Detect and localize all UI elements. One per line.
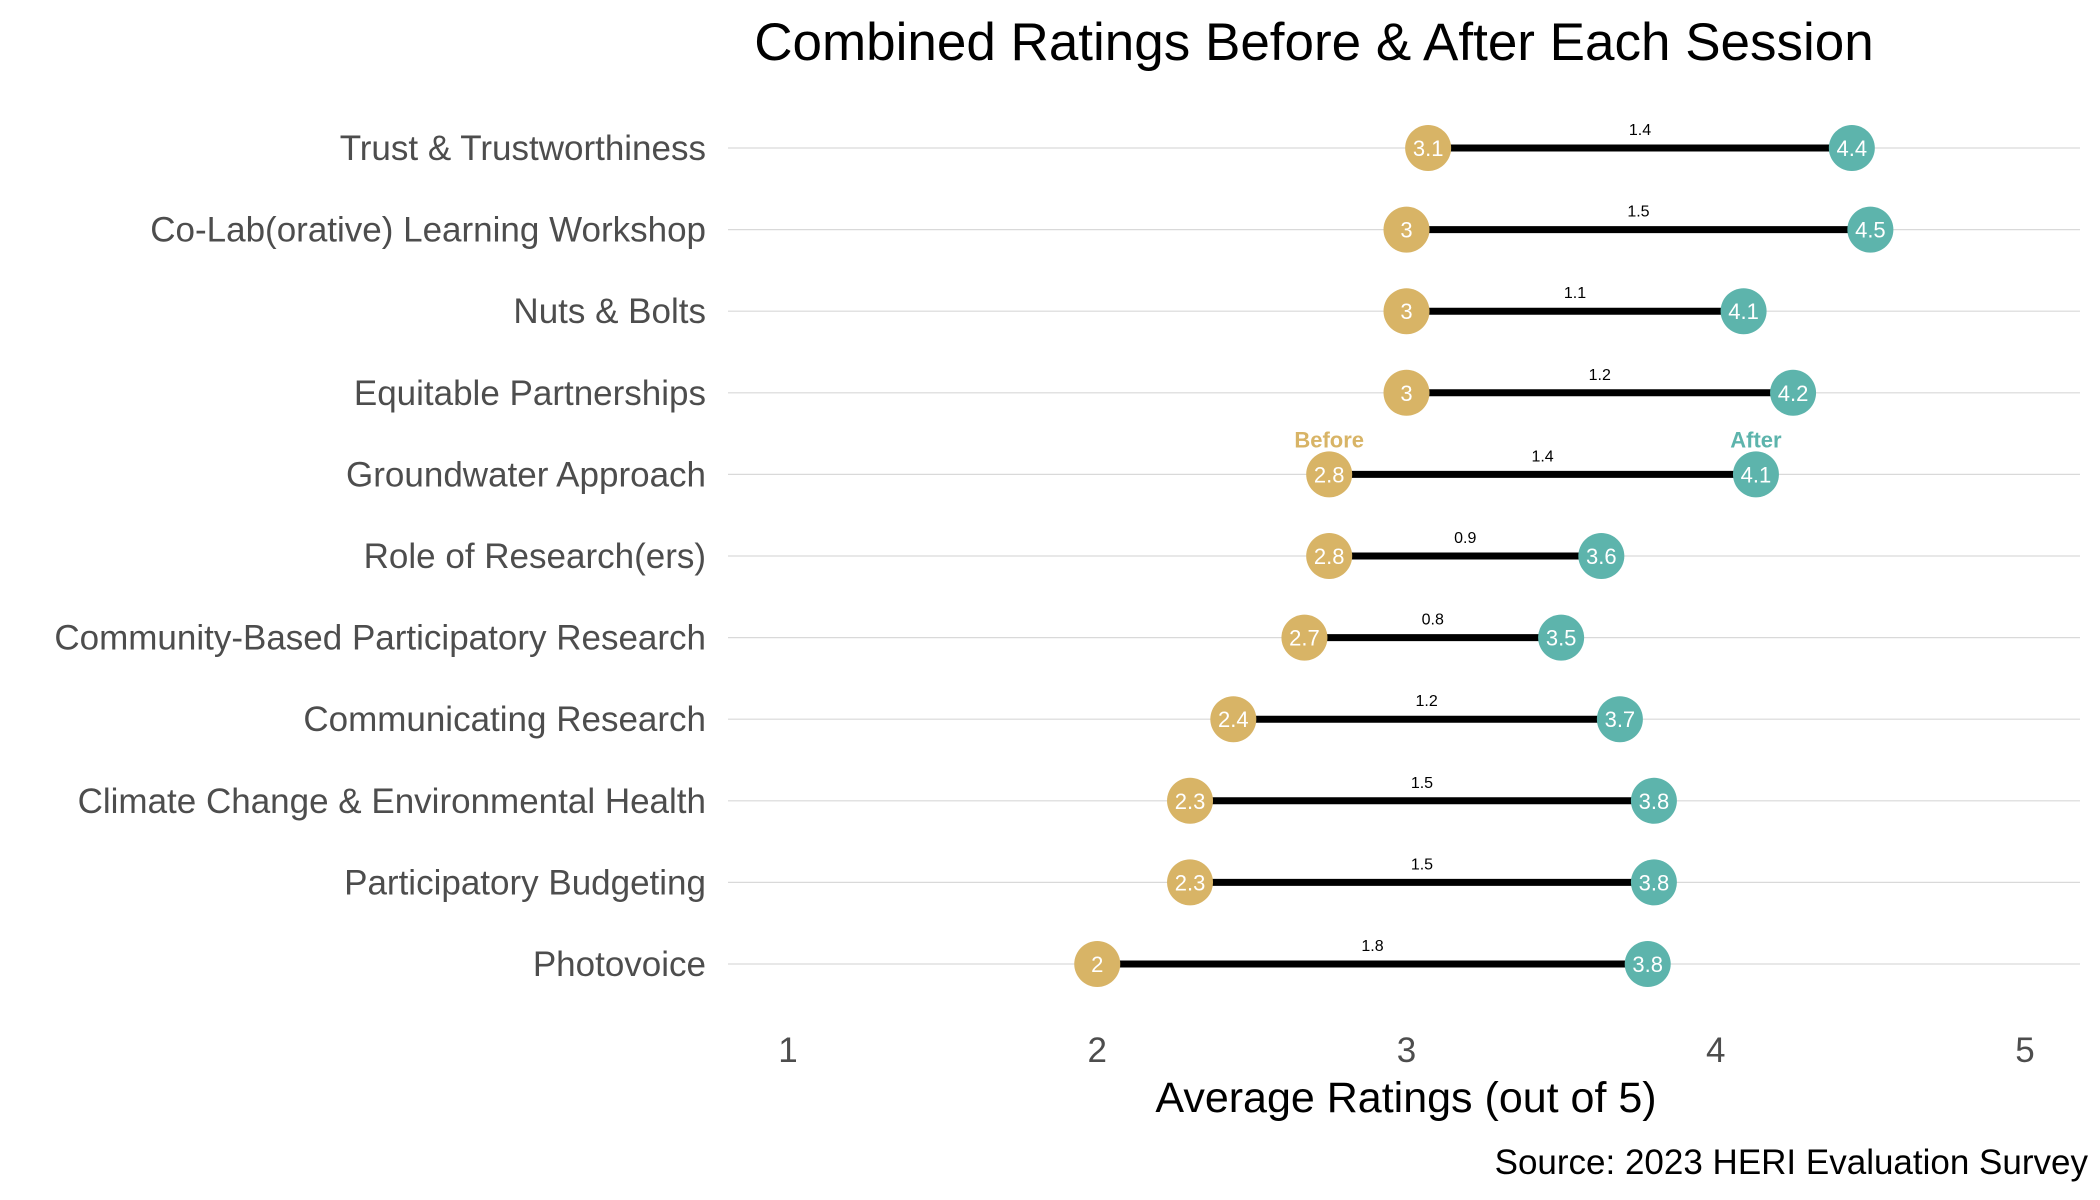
x-axis-ticks: 1 2 3 4 5: [778, 1031, 2034, 1070]
category-label: Climate Change & Environmental Health: [78, 782, 706, 821]
after-value-label: 4.4: [1837, 136, 1868, 161]
before-value-label: 3: [1400, 299, 1412, 324]
x-axis-label: Average Ratings (out of 5): [1155, 1074, 1656, 1122]
before-point: [1306, 533, 1353, 579]
before-value-label: 3: [1400, 218, 1412, 243]
before-value-label: 3: [1400, 381, 1412, 406]
difference-label: 1.2: [1589, 367, 1611, 384]
after-value-label: 3.8: [1639, 870, 1670, 895]
difference-label: 0.9: [1454, 530, 1476, 547]
category-label: Communicating Research: [303, 700, 706, 739]
legend: Before After: [1294, 427, 1782, 452]
before-point: [1074, 941, 1121, 987]
difference-label: 0.8: [1422, 612, 1444, 629]
before-value-label: 2.3: [1175, 870, 1206, 895]
after-point: [1578, 533, 1625, 579]
x-tick-label: 5: [2015, 1031, 2034, 1070]
difference-label: 1.1: [1564, 285, 1586, 302]
after-point: [1720, 288, 1767, 335]
before-point: [1167, 777, 1214, 824]
before-value-label: 2.8: [1314, 544, 1345, 569]
category-label: Equitable Partnerships: [354, 374, 706, 413]
before-point: [1167, 859, 1214, 906]
category-label: Co-Lab(orative) Learning Workshop: [150, 211, 706, 250]
before-point: [1210, 696, 1257, 743]
after-point: [1770, 369, 1817, 416]
x-tick-label: 3: [1397, 1031, 1416, 1070]
before-point: [1281, 614, 1328, 661]
difference-label: 1.2: [1415, 693, 1437, 710]
category-label: Community-Based Participatory Research: [54, 619, 706, 658]
difference-labels: 1.4 1.5 1.1 1.2 1.4 0.9 0.8 1.2 1.5 1.5 1.8: [1361, 122, 1651, 955]
before-value-label: 2: [1091, 952, 1103, 977]
after-value-label: 3.8: [1632, 952, 1663, 977]
after-point: [1630, 859, 1677, 906]
after-point: [1732, 451, 1779, 498]
x-tick-label: 1: [778, 1031, 797, 1070]
legend-before-label: Before: [1294, 427, 1364, 452]
category-label: Role of Research(ers): [364, 537, 706, 576]
before-value-label: 3.1: [1413, 136, 1444, 161]
segments: [1097, 144, 1871, 968]
category-label: Trust & Trustworthiness: [340, 129, 706, 168]
difference-label: 1.5: [1411, 856, 1433, 873]
before-point: [1383, 206, 1430, 253]
after-value-label: 4.2: [1778, 381, 1809, 406]
difference-label: 1.8: [1361, 938, 1383, 955]
source-caption: Source: 2023 HERI Evaluation Survey: [1495, 1143, 2089, 1182]
after-value-label: 3.8: [1639, 789, 1670, 814]
before-value-label: 2.8: [1314, 462, 1345, 487]
after-point: [1596, 696, 1643, 743]
after-value-label: 4.1: [1728, 299, 1759, 324]
before-point: [1383, 369, 1430, 416]
difference-label: 1.5: [1411, 775, 1433, 792]
after-point: [1828, 125, 1875, 171]
category-labels: Trust & Trustworthiness Co-Lab(orative) L…: [54, 129, 706, 984]
after-point: [1624, 941, 1671, 987]
difference-label: 1.4: [1629, 122, 1651, 139]
chart-title: Combined Ratings Before & After Each Ses…: [754, 13, 1874, 72]
points: 3.1 4.4 3 4.5 3 4.1 3 4.2 2.8 4.1 2.8 3.6 2.7 3.5 2.4 3…: [1074, 125, 1894, 987]
before-point: [1383, 288, 1430, 335]
difference-label: 1.4: [1531, 448, 1553, 465]
before-value-label: 2.3: [1175, 789, 1206, 814]
legend-after-label: After: [1730, 427, 1782, 452]
after-point: [1630, 777, 1677, 824]
after-point: [1538, 614, 1585, 661]
after-value-label: 3.5: [1546, 626, 1577, 651]
x-tick-label: 2: [1088, 1031, 1107, 1070]
after-value-label: 3.6: [1586, 544, 1617, 569]
after-point: [1847, 206, 1894, 253]
x-tick-label: 4: [1706, 1031, 1725, 1070]
after-value-label: 3.7: [1605, 707, 1636, 732]
after-value-label: 4.5: [1855, 218, 1886, 243]
category-label: Groundwater Approach: [346, 455, 706, 494]
category-label: Nuts & Bolts: [513, 292, 706, 331]
before-value-label: 2.4: [1218, 707, 1249, 732]
before-value-label: 2.7: [1289, 626, 1320, 651]
before-point: [1405, 125, 1452, 171]
after-value-label: 4.1: [1741, 462, 1772, 487]
before-point: [1306, 451, 1353, 498]
category-label: Participatory Budgeting: [344, 863, 706, 902]
difference-label: 1.5: [1627, 204, 1649, 221]
category-label: Photovoice: [533, 945, 706, 984]
